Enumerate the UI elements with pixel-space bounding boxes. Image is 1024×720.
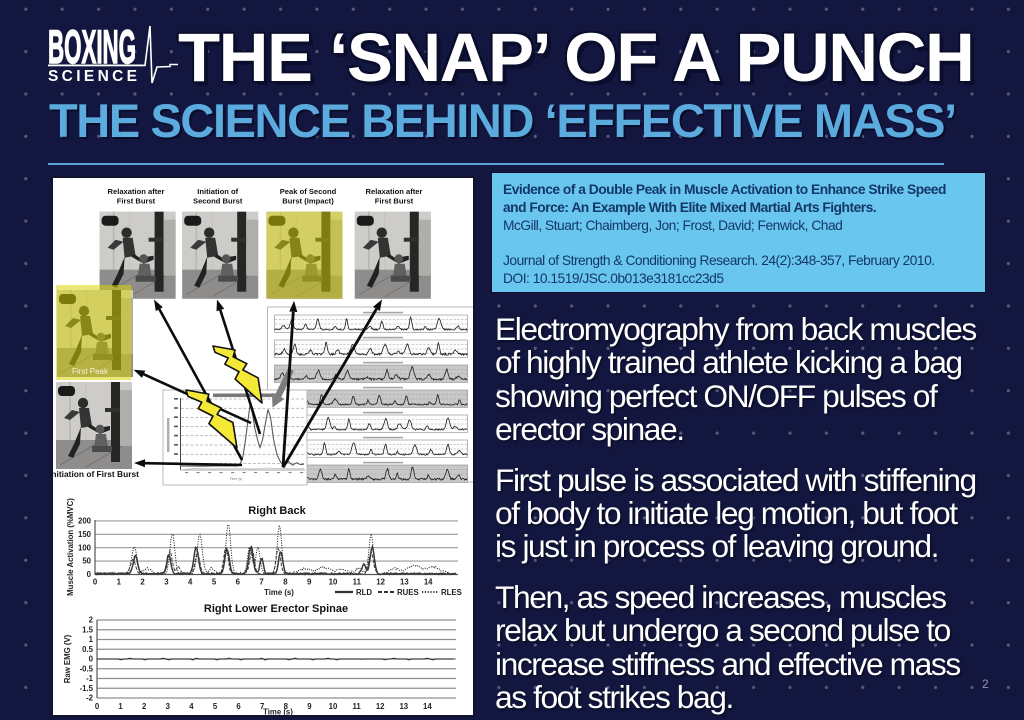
svg-text:4: 4 xyxy=(189,702,194,711)
svg-text:7: 7 xyxy=(259,578,263,587)
svg-text:0: 0 xyxy=(87,570,92,579)
svg-text:-1: -1 xyxy=(86,674,94,683)
svg-text:First Burst: First Burst xyxy=(117,197,156,206)
svg-text:50: 50 xyxy=(82,557,91,566)
svg-text:4: 4 xyxy=(188,578,193,587)
svg-text:First Burst: First Burst xyxy=(375,197,414,206)
svg-text:12: 12 xyxy=(376,702,385,711)
svg-text:2: 2 xyxy=(142,702,147,711)
svg-text:6: 6 xyxy=(236,578,241,587)
svg-text:RUES: RUES xyxy=(397,588,419,597)
svg-text:RLES: RLES xyxy=(441,588,462,597)
svg-text:RLD: RLD xyxy=(356,588,372,597)
svg-text:3: 3 xyxy=(166,702,171,711)
svg-text:Right Lower Erector Spinae: Right Lower Erector Spinae xyxy=(204,603,348,615)
svg-text:11: 11 xyxy=(353,578,362,587)
svg-text:8: 8 xyxy=(284,702,289,711)
svg-text:13: 13 xyxy=(399,702,408,711)
svg-text:Time (s): Time (s) xyxy=(263,708,293,716)
svg-text:Muscle Activation (%MVC): Muscle Activation (%MVC) xyxy=(66,498,75,596)
svg-text:Relaxation after: Relaxation after xyxy=(108,187,165,196)
svg-text:3: 3 xyxy=(164,578,169,587)
svg-text:Time (s): Time (s) xyxy=(230,477,243,481)
svg-text:6: 6 xyxy=(236,702,241,711)
svg-text:Relaxation after: Relaxation after xyxy=(366,187,423,196)
svg-text:Second Burst: Second Burst xyxy=(193,197,243,206)
svg-text:Peak of Second: Peak of Second xyxy=(280,187,337,196)
svg-text:-0.5: -0.5 xyxy=(80,664,94,673)
svg-text:0: 0 xyxy=(93,578,98,587)
svg-text:0.5: 0.5 xyxy=(82,645,94,654)
svg-text:5: 5 xyxy=(213,702,218,711)
svg-text:2: 2 xyxy=(89,616,94,625)
svg-text:13: 13 xyxy=(400,578,409,587)
svg-text:Burst (Impact): Burst (Impact) xyxy=(282,197,334,206)
svg-text:0: 0 xyxy=(89,655,94,664)
svg-text:-1.5: -1.5 xyxy=(80,684,94,693)
svg-text:1: 1 xyxy=(118,702,123,711)
svg-text:10: 10 xyxy=(329,578,338,587)
svg-text:First Peak: First Peak xyxy=(72,367,109,376)
svg-text:7: 7 xyxy=(260,702,264,711)
svg-text:8: 8 xyxy=(283,578,288,587)
svg-text:14: 14 xyxy=(423,702,432,711)
svg-text:-2: -2 xyxy=(86,694,94,703)
svg-text:150: 150 xyxy=(78,530,92,539)
svg-text:10: 10 xyxy=(329,702,338,711)
svg-text:200: 200 xyxy=(78,517,92,526)
svg-text:1: 1 xyxy=(89,635,94,644)
svg-text:0: 0 xyxy=(95,702,100,711)
svg-text:1.5: 1.5 xyxy=(82,625,94,634)
svg-text:9: 9 xyxy=(307,578,312,587)
svg-text:9: 9 xyxy=(307,702,312,711)
svg-text:SCIENCE: SCIENCE xyxy=(48,68,137,85)
svg-text:Time (s): Time (s) xyxy=(264,588,294,597)
svg-text:Initiation of First Burst: Initiation of First Burst xyxy=(53,469,139,479)
svg-text:2: 2 xyxy=(140,578,145,587)
svg-text:Right Back: Right Back xyxy=(248,505,306,517)
svg-text:100: 100 xyxy=(78,543,92,552)
svg-text:14: 14 xyxy=(424,578,433,587)
svg-text:Initiation of: Initiation of xyxy=(197,187,238,196)
svg-text:Raw EMG (V): Raw EMG (V) xyxy=(63,634,72,683)
svg-text:11: 11 xyxy=(352,702,361,711)
svg-text:12: 12 xyxy=(376,578,385,587)
svg-text:BOXING: BOXING xyxy=(48,25,136,73)
svg-text:5: 5 xyxy=(212,578,217,587)
svg-text:1: 1 xyxy=(117,578,122,587)
